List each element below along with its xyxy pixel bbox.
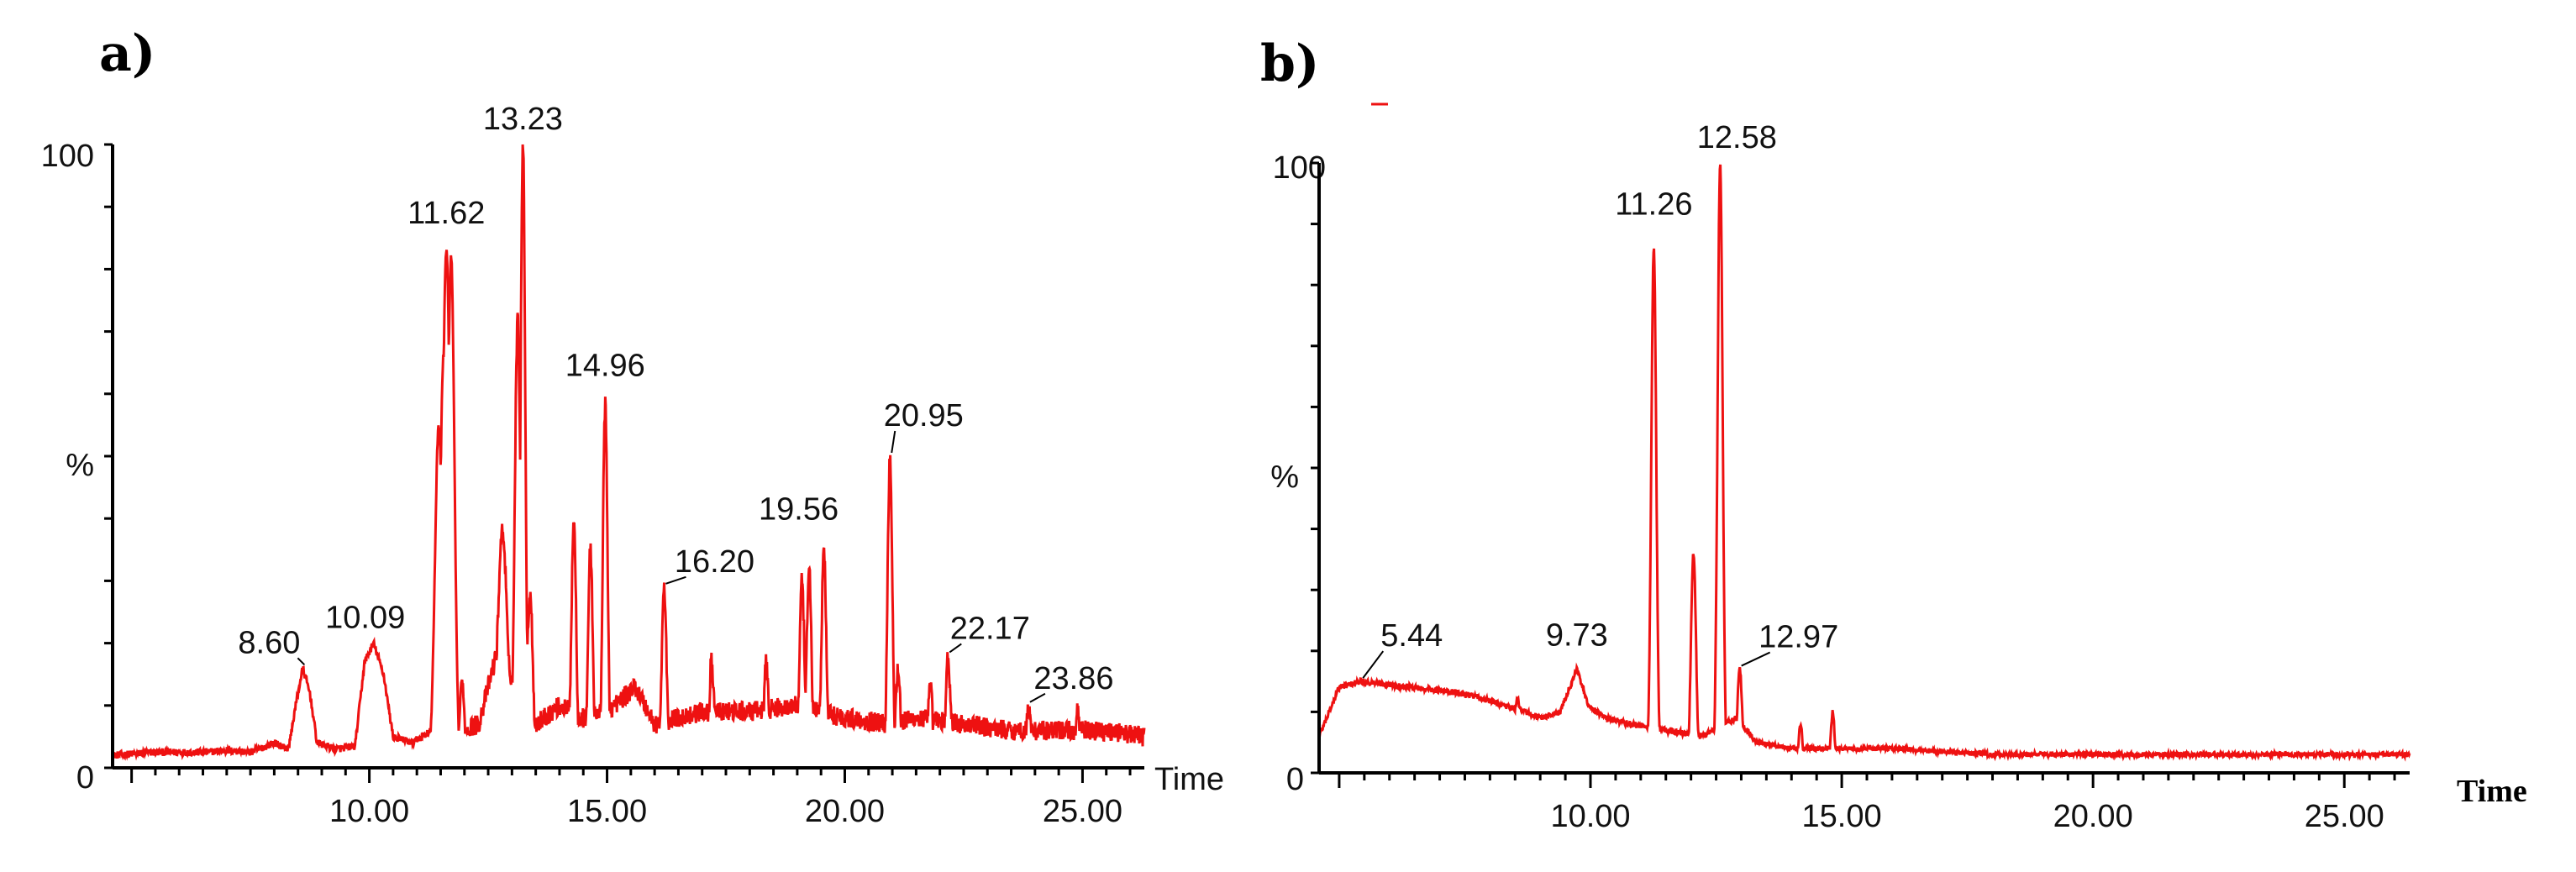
peak-leader-line <box>1029 692 1046 703</box>
panel-b-x-axis-label: Time <box>2457 774 2527 809</box>
peak-leader-line <box>1741 651 1771 667</box>
panel-a-label: a) <box>99 24 155 83</box>
peak-label: 22.17 <box>950 611 1030 646</box>
peak-label: 8.60 <box>238 625 300 660</box>
panel-a-x-tick-labels: 10.00 15.00 20.00 25.00 <box>329 794 1122 829</box>
peak-leader-line <box>891 430 896 454</box>
panel-b-y-axis-label: % <box>1270 460 1299 495</box>
x-tick-label: 15.00 <box>567 794 647 829</box>
peak-label: 13.23 <box>483 102 563 137</box>
peak-label: 11.26 <box>1615 187 1692 223</box>
x-tick-label: 10.00 <box>1550 799 1630 834</box>
x-tick-label: 10.00 <box>329 794 409 829</box>
panel-a-y-tick-0: 0 <box>76 760 94 796</box>
panel-b-label: b) <box>1260 34 1319 93</box>
x-tick-label: 25.00 <box>2305 799 2384 834</box>
peak-label: 10.09 <box>325 601 405 636</box>
peak-label: 16.20 <box>675 544 754 580</box>
peak-label: 5.44 <box>1380 618 1443 654</box>
chromatogram-panel-a: a) 100 % 0 Time 10.00 15.00 20.00 25.00 8.6… <box>41 24 1224 829</box>
peak-label: 23.86 <box>1033 661 1113 696</box>
panel-a-y-axis-label: % <box>66 448 94 483</box>
panel-a-y-tick-100: 100 <box>41 139 94 174</box>
x-tick-label: 15.00 <box>1802 799 1882 834</box>
panel-b-y-tick-0: 0 <box>1286 762 1304 797</box>
peak-leader-line <box>297 657 306 665</box>
peak-label: 11.62 <box>407 196 485 231</box>
peak-label: 14.96 <box>565 349 645 384</box>
panel-a-chromatogram-trace <box>112 144 1146 761</box>
peak-label: 12.97 <box>1759 620 1838 655</box>
panel-a-x-axis-label: Time <box>1154 762 1224 797</box>
peak-label: 19.56 <box>759 491 839 527</box>
peak-label: 20.95 <box>884 398 964 433</box>
peak-leader-line <box>665 575 686 585</box>
panel-b-x-tick-labels: 10.00 15.00 20.00 25.00 <box>1550 799 2384 834</box>
peak-label: 12.58 <box>1697 120 1777 155</box>
peak-leader-line <box>1362 650 1385 679</box>
x-tick-label: 20.00 <box>2053 799 2133 834</box>
peak-leader-line <box>949 643 962 654</box>
panel-b-chromatogram-trace <box>1317 164 2411 762</box>
x-tick-label: 20.00 <box>805 794 885 829</box>
peak-label: 9.73 <box>1546 618 1608 654</box>
panel-b-y-tick-100: 100 <box>1273 150 1326 186</box>
x-tick-label: 25.00 <box>1043 794 1122 829</box>
chromatogram-panel-b: b) 100 % 0 Time 10.00 15.00 20.00 25.00 5.4… <box>1260 34 2527 834</box>
